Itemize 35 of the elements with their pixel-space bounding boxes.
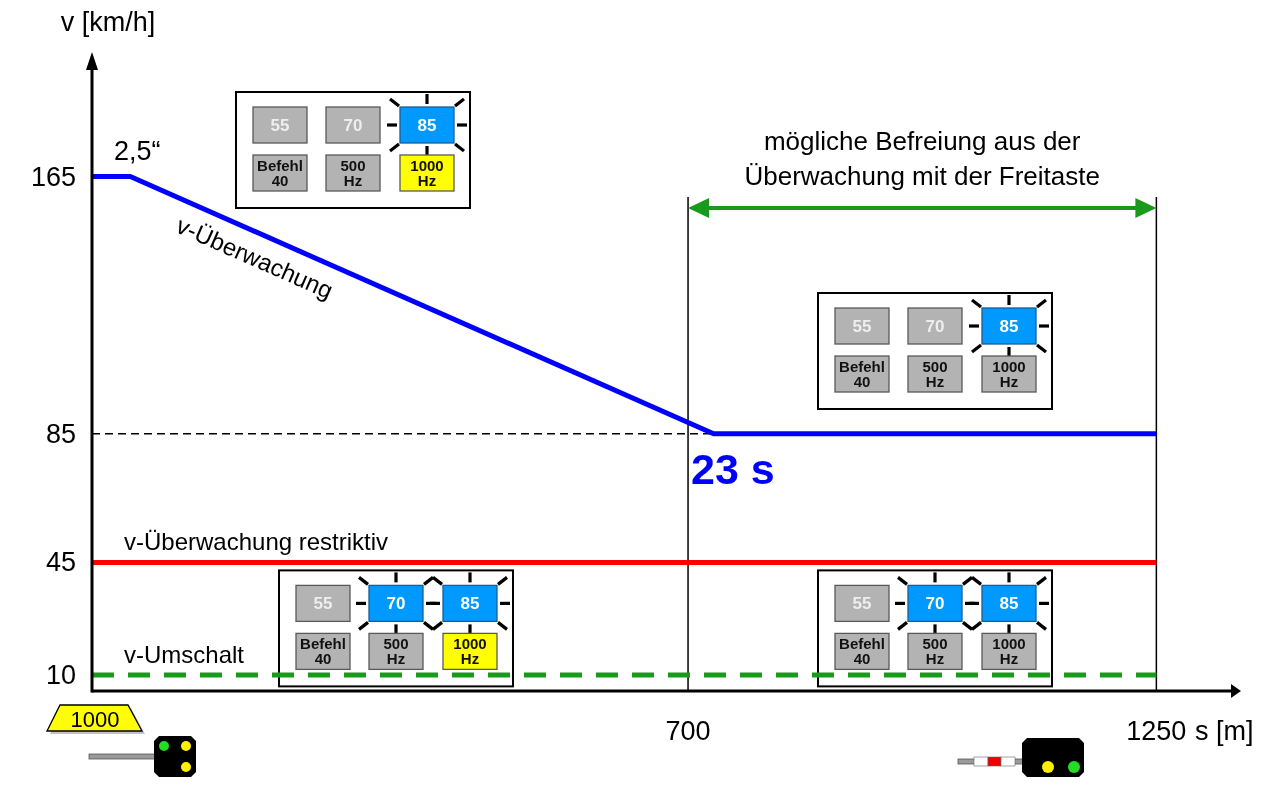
y-tick-label: 165 — [30, 161, 76, 192]
annotation: 1000 Hz — [992, 358, 1026, 390]
y-tick-label: 85 — [45, 418, 76, 449]
text: 55 — [313, 593, 333, 613]
text: 1000 Hz — [992, 635, 1026, 668]
text: Befehl 40 — [839, 635, 885, 668]
sign-icon: 1000 — [45, 704, 145, 734]
text: 500 Hz — [383, 635, 409, 668]
text: 55 — [852, 593, 872, 613]
series-label: v-Umschalt — [124, 640, 245, 668]
annotation: Befehl 40 — [257, 157, 303, 189]
y-tick-label: 45 — [45, 547, 76, 578]
text: 70 — [386, 593, 406, 613]
annotation: 70 — [343, 115, 363, 135]
annotation: mögliche Befreiung aus der Überwachung mit der Freitaste — [744, 126, 1100, 191]
x-tick-label: 700 — [665, 716, 711, 746]
text: 70 — [925, 593, 945, 613]
annotation: 500 Hz — [340, 157, 366, 189]
y-tick-label: 10 — [45, 659, 76, 690]
indicator-panel: 55 70 85 Befehl 40 500 Hz 1000 Hz — [817, 292, 1053, 410]
annotation: 55 — [270, 115, 290, 135]
x-axis-title: s [m] — [1195, 716, 1254, 746]
text: Befehl 40 — [300, 635, 346, 668]
x-tick-label: 1250 — [1126, 716, 1187, 746]
text: 1000 Hz — [453, 635, 487, 668]
text: 500 Hz — [922, 635, 948, 668]
annotation: 23 s — [691, 444, 775, 493]
y-axis-title: v [km/h] — [60, 7, 156, 37]
text: 85 — [999, 593, 1019, 613]
text: Hz — [417, 172, 437, 189]
annotation: 85 — [417, 115, 437, 135]
annotation: 1000 — [410, 157, 444, 174]
annotation: 2,5“ — [114, 135, 161, 166]
text: 85 — [460, 593, 480, 613]
series-label: v-Überwachung restriktiv — [124, 528, 389, 556]
